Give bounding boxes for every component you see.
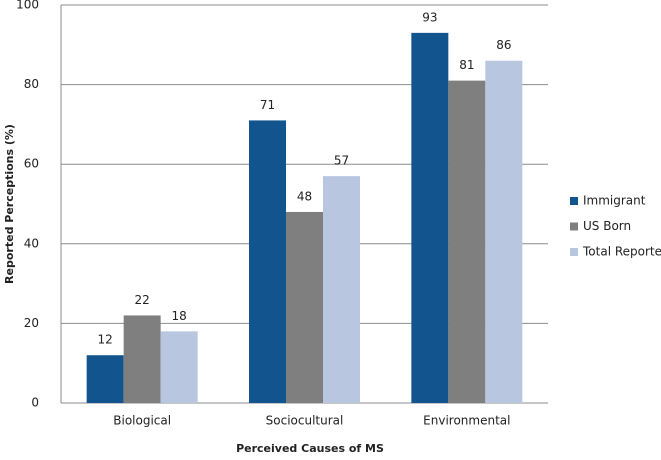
legend-swatch — [570, 197, 578, 205]
data-label: 48 — [297, 189, 312, 203]
x-tick-label: Biological — [113, 414, 171, 428]
legend-label: US Born — [583, 219, 631, 233]
y-tick-label: 0 — [31, 396, 39, 410]
data-label: 71 — [260, 98, 275, 112]
data-label: 22 — [135, 293, 150, 307]
data-label: 81 — [459, 58, 474, 72]
bar — [160, 331, 198, 403]
x-axis-title: Perceived Causes of MS — [236, 442, 384, 455]
legend-label: Immigrant — [583, 194, 646, 208]
legend-swatch — [570, 222, 578, 231]
y-tick-label: 100 — [16, 0, 39, 12]
x-tick-label: Environmental — [423, 414, 510, 428]
data-label: 93 — [422, 10, 437, 24]
legend-swatch — [570, 248, 578, 256]
bar — [249, 120, 286, 404]
bar — [286, 211, 323, 403]
legend-label: Total Reported — [582, 245, 661, 259]
y-tick-label: 60 — [24, 157, 39, 171]
x-tick-label: Sociocultural — [266, 414, 344, 428]
y-tick-label: 40 — [24, 236, 39, 250]
y-axis-title: Reported Perceptions (%) — [3, 124, 16, 284]
bar — [323, 176, 360, 403]
bar — [485, 60, 523, 403]
data-label: 57 — [334, 154, 349, 168]
data-label: 12 — [98, 333, 113, 347]
bar — [448, 80, 486, 404]
data-label: 86 — [496, 38, 511, 52]
bar — [86, 355, 124, 403]
bar — [123, 315, 161, 403]
bar — [411, 32, 449, 404]
y-tick-label: 80 — [24, 77, 39, 91]
data-label: 18 — [172, 309, 187, 323]
y-tick-label: 20 — [24, 316, 39, 330]
